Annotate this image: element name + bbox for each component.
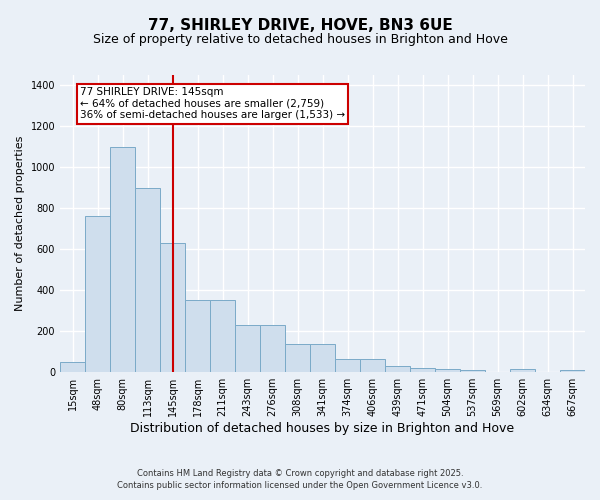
Text: 77, SHIRLEY DRIVE, HOVE, BN3 6UE: 77, SHIRLEY DRIVE, HOVE, BN3 6UE: [148, 18, 452, 32]
Text: 77 SHIRLEY DRIVE: 145sqm
← 64% of detached houses are smaller (2,759)
36% of sem: 77 SHIRLEY DRIVE: 145sqm ← 64% of detach…: [80, 88, 345, 120]
Bar: [285, 344, 310, 372]
Bar: [410, 368, 435, 372]
Bar: [260, 325, 285, 372]
Bar: [160, 243, 185, 372]
X-axis label: Distribution of detached houses by size in Brighton and Hove: Distribution of detached houses by size …: [130, 422, 515, 435]
Bar: [185, 300, 210, 372]
Bar: [210, 300, 235, 372]
Bar: [235, 325, 260, 372]
Bar: [460, 370, 485, 372]
Y-axis label: Number of detached properties: Number of detached properties: [15, 136, 25, 312]
Text: Size of property relative to detached houses in Brighton and Hove: Size of property relative to detached ho…: [92, 32, 508, 46]
Bar: [360, 359, 385, 372]
Bar: [435, 369, 460, 372]
Bar: [560, 370, 585, 372]
Text: Contains HM Land Registry data © Crown copyright and database right 2025.
Contai: Contains HM Land Registry data © Crown c…: [118, 468, 482, 490]
Bar: [385, 366, 410, 372]
Bar: [60, 362, 85, 372]
Bar: [310, 344, 335, 372]
Bar: [85, 216, 110, 372]
Bar: [335, 359, 360, 372]
Bar: [110, 146, 135, 372]
Bar: [135, 188, 160, 372]
Bar: [510, 369, 535, 372]
